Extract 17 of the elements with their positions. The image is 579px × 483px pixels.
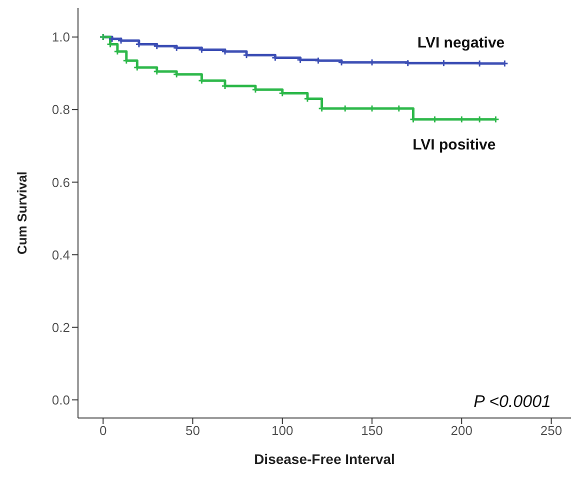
y-tick-label: 0.0 (52, 392, 70, 408)
series-label: LVI positive (412, 136, 496, 154)
x-tick-label: 0 (99, 423, 107, 438)
y-tick-label: 1.0 (52, 30, 70, 45)
y-tick-label: 0.4 (52, 247, 70, 262)
x-tick-label: 250 (540, 423, 562, 438)
x-axis-title: Disease-Free Interval (254, 451, 395, 467)
x-tick-label: 200 (450, 423, 472, 438)
x-tick-label: 150 (361, 423, 383, 438)
y-axis-title: Cum Survival (14, 171, 30, 255)
y-tick-label: 0.6 (52, 174, 70, 190)
y-tick-label: 0.2 (52, 320, 70, 335)
annotation: P <0.0001 (474, 392, 551, 412)
series-label: LVI negative (417, 34, 505, 52)
x-tick-label: 100 (272, 423, 294, 438)
x-tick-label: 50 (186, 423, 200, 438)
y-tick-label: 0.8 (52, 102, 70, 118)
